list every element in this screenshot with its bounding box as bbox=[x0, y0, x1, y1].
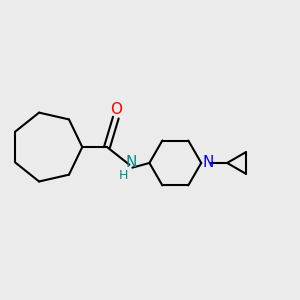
Text: H: H bbox=[119, 169, 128, 182]
Text: N: N bbox=[202, 155, 214, 170]
Text: N: N bbox=[125, 155, 137, 170]
Text: O: O bbox=[110, 102, 122, 117]
